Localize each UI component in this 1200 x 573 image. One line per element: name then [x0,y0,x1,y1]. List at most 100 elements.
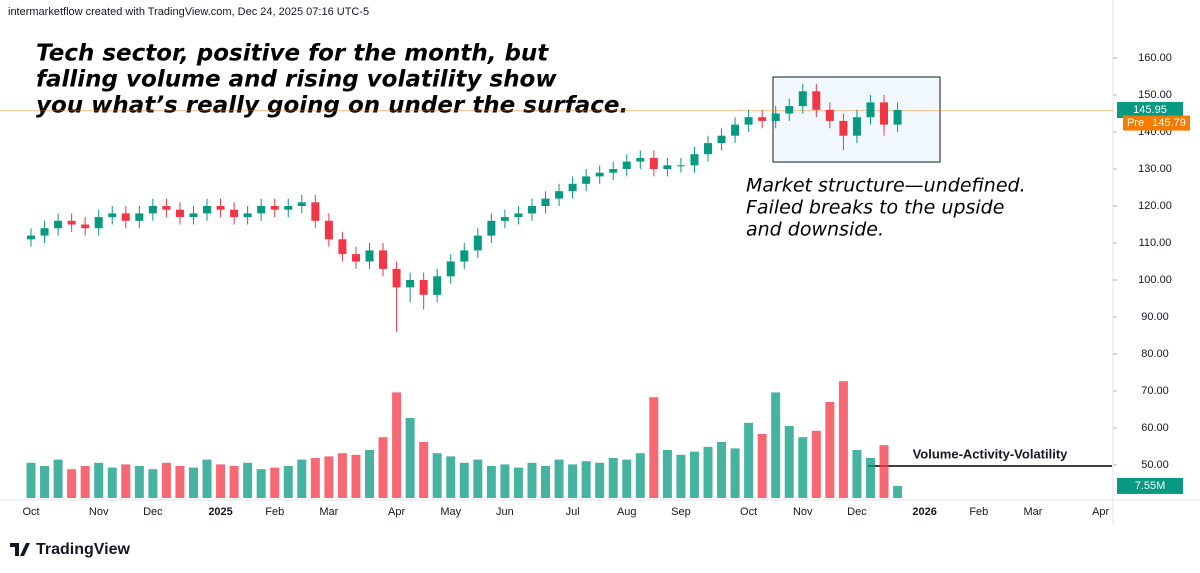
volume-bar [608,458,618,498]
candle-body [67,220,76,225]
logo: TradingView [10,541,131,558]
candle-body [568,183,577,192]
volume-bar [635,453,645,498]
x-tick-label: Sep [671,506,691,518]
volume-bar [825,402,835,498]
candle-body [135,213,144,221]
x-tick-label: Jul [566,506,580,518]
volume-bar [513,467,523,498]
candle-body [609,169,618,173]
candle-body [514,213,523,218]
volume-bar [216,464,226,498]
volume-bar [446,456,456,498]
x-tick-label: Apr [1092,506,1109,518]
candle-body [595,172,604,177]
y-tick-label: 90.00 [1141,311,1169,323]
candle-body [839,120,848,136]
volume-bar [283,466,293,498]
volume-bar [771,392,781,498]
candle-body [40,228,49,236]
candle-body [555,191,564,199]
x-tick-label: 2025 [208,506,232,518]
volume-bar [459,462,469,498]
volume-bar [730,448,740,498]
candle-body [365,250,374,262]
y-tick-label: 100.00 [1138,274,1172,286]
volume-bar [662,450,672,498]
x-tick-label: Mar [1023,506,1042,518]
volume-bar [80,466,90,498]
annotation-line: and downside. [746,219,884,241]
volume-bar [703,446,713,498]
y-tick-label: 50.00 [1141,459,1169,471]
volume-bar [175,466,185,498]
volume-bar [486,466,496,498]
premarket-price: 145.79 [1152,117,1186,129]
premarket-price-box [1148,115,1190,131]
candle-body [81,224,90,229]
volume-bar [107,467,117,498]
candle-body [690,154,699,166]
y-tick-label: 120.00 [1138,200,1172,212]
volume-bar [324,456,334,498]
volume-bar [865,458,875,498]
volume-bar [622,459,632,498]
title-line: you what’s really going on under the sur… [36,93,628,119]
volume-bar [310,458,320,498]
volume-bar [26,462,36,498]
y-tick-label: 160.00 [1138,52,1172,64]
candle-body [379,250,388,269]
premarket-tag [1123,115,1148,131]
volume-bar [432,453,442,498]
logo-mark [10,543,30,556]
volume-label: 7.55M [1135,480,1166,492]
candle-body [324,220,333,240]
candle-body [893,109,902,125]
candle-body [798,91,807,107]
candle-body [771,113,780,121]
title-line: falling volume and rising volatility sho… [36,67,557,93]
volume-bar [541,466,551,498]
y-tick-label: 130.00 [1138,163,1172,175]
annotation-line: Market structure—undefined. [746,175,1026,197]
volume-bar [568,464,578,498]
x-tick-label: May [440,506,461,518]
volume-bar [94,462,104,498]
candle-body [203,206,212,214]
volume-bar [188,467,198,498]
last-price-label: 145.95 [1133,104,1167,116]
candle-body [297,202,306,206]
x-tick-label: Oct [740,506,757,518]
x-tick-label: Dec [847,506,867,518]
candle-body [527,206,536,214]
volume-bar [378,437,388,498]
candle-body [257,206,266,214]
volume-bar [811,430,821,498]
candle-body [744,117,753,125]
candle-body [636,157,645,162]
last-price-box [1117,101,1183,118]
volume-bar [798,437,808,498]
candle-body [175,209,184,218]
x-tick-label: Mar [319,506,338,518]
y-tick-label: 80.00 [1141,348,1169,360]
candle-body [704,143,712,155]
volume-bar [500,464,510,498]
x-tick-label: Nov [89,506,109,518]
candle-body [758,117,767,121]
volume-bar [337,453,347,498]
volume-bar [852,450,862,498]
candle-body [649,157,658,169]
volume-bar [202,459,212,498]
volume-bar [67,469,77,498]
candle-body [622,161,631,169]
candle-body [731,124,740,136]
candle-body [189,213,198,218]
volume-bar [689,451,699,498]
candle-body [582,176,591,184]
candle-body [852,117,861,136]
premarket-tag-label: Pre [1127,117,1144,129]
candle-body [270,206,279,210]
candle-body [487,220,496,236]
x-tick-label: Jun [496,506,514,518]
